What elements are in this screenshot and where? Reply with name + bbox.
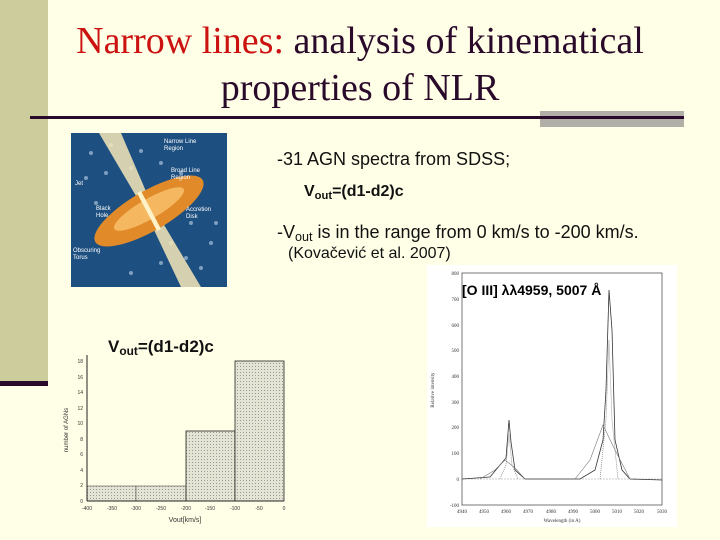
title-line1: analysis of kinematical [284, 20, 644, 62]
formula-rest: =(d1-d2)c [332, 183, 404, 200]
svg-text:8: 8 [80, 437, 83, 443]
spectrum-chart-bg [427, 265, 677, 527]
svg-text:800: 800 [452, 272, 460, 277]
svg-text:Narrow Line: Narrow Line [164, 139, 197, 145]
range-rest: is in the range from 0 km/s to -200 km/s… [312, 222, 639, 242]
hist-rest: =(d1-d2)c [137, 337, 214, 356]
svg-text:Obscuring: Obscuring [73, 248, 100, 254]
svg-text:Region: Region [171, 175, 190, 181]
svg-text:Black: Black [96, 206, 112, 212]
svg-text:-250: -250 [156, 506, 166, 512]
svg-text:4: 4 [80, 468, 83, 474]
svg-text:-100: -100 [450, 504, 460, 509]
svg-text:4990: 4990 [568, 510, 579, 515]
svg-text:4950: 4950 [479, 510, 490, 515]
hist-sub: out [119, 344, 138, 358]
svg-text:-300: -300 [131, 506, 141, 512]
slide-title: Narrow lines: analysis of kinematical pr… [40, 18, 680, 112]
sidebar-rule [0, 381, 48, 386]
svg-text:-350: -350 [107, 506, 117, 512]
svg-text:Accretion: Accretion [186, 207, 211, 213]
svg-text:5030: 5030 [657, 510, 668, 515]
svg-text:Broad Line: Broad Line [171, 168, 201, 174]
svg-text:500: 500 [452, 349, 460, 354]
histogram-chart: 0 2 4 6 8 10 12 14 16 18 -400 -350 -300 -250 -200 -… [64, 355, 286, 524]
svg-text:4960: 4960 [501, 510, 512, 515]
histogram-title: Vout=(d1-d2)c [108, 337, 214, 358]
formula-vout: Vout=(d1-d2)c [304, 183, 404, 202]
svg-text:12: 12 [77, 406, 83, 412]
title-rule-overlay [540, 116, 684, 119]
svg-text:700: 700 [452, 298, 460, 303]
svg-text:0: 0 [283, 506, 286, 512]
title-rule [30, 116, 684, 119]
spectrum-title: [O III] λλ4959, 5007 Å [462, 282, 602, 298]
svg-text:Region: Region [164, 146, 183, 152]
svg-text:5000: 5000 [590, 510, 601, 515]
title-gray-accent [540, 111, 684, 127]
svg-text:4980: 4980 [546, 510, 557, 515]
range-v: -V [277, 222, 295, 242]
svg-text:6: 6 [80, 452, 83, 458]
svg-text:Disk: Disk [186, 214, 199, 220]
bullet-agn-count: -31 AGN spectra from SDSS; [277, 149, 511, 169]
svg-text:4970: 4970 [523, 510, 534, 515]
svg-text:Torus: Torus [73, 255, 88, 261]
svg-text:0: 0 [457, 478, 460, 483]
formula-v: V [304, 183, 315, 200]
hist-v: V [108, 337, 120, 356]
svg-text:5010: 5010 [612, 510, 623, 515]
svg-text:-400: -400 [82, 506, 92, 512]
svg-text:4940: 4940 [457, 510, 468, 515]
formula-sub: out [314, 190, 333, 202]
spectrum-chart: 800 700 600 500 400 300 200 100 0 -100 4940 4950… [431, 272, 668, 524]
range-sub: out [295, 230, 313, 244]
title-line2: properties of NLR [220, 67, 500, 109]
svg-text:300: 300 [452, 401, 460, 406]
svg-text:Relative intensity: Relative intensity [431, 372, 436, 408]
svg-text:200: 200 [452, 426, 460, 431]
title-accent: Narrow lines: [76, 20, 285, 62]
svg-text:14: 14 [77, 390, 83, 396]
bullet-vout-range: -Vout is in the range from 0 km/s to -20… [277, 222, 639, 244]
citation: (Kovačević et al. 2007) [288, 245, 451, 262]
svg-text:-100: -100 [230, 506, 240, 512]
svg-text:Hole: Hole [96, 213, 109, 219]
svg-text:-150: -150 [205, 506, 215, 512]
svg-text:400: 400 [452, 375, 460, 380]
svg-text:-200: -200 [181, 506, 191, 512]
svg-text:0: 0 [80, 499, 83, 505]
svg-text:600: 600 [452, 324, 460, 329]
svg-text:18: 18 [77, 359, 83, 365]
svg-text:10: 10 [77, 421, 83, 427]
sidebar-strip [0, 0, 48, 381]
svg-text:-50: -50 [255, 506, 262, 512]
svg-text:Jet: Jet [75, 181, 83, 187]
svg-text:16: 16 [77, 375, 83, 381]
svg-text:100: 100 [452, 452, 460, 457]
svg-text:2: 2 [80, 483, 83, 489]
svg-text:number of AGNs: number of AGNs [64, 408, 70, 452]
svg-text:Vout[km/s]: Vout[km/s] [169, 517, 202, 524]
svg-text:5020: 5020 [634, 510, 645, 515]
svg-text:Wavelength (in A): Wavelength (in A) [544, 519, 581, 524]
